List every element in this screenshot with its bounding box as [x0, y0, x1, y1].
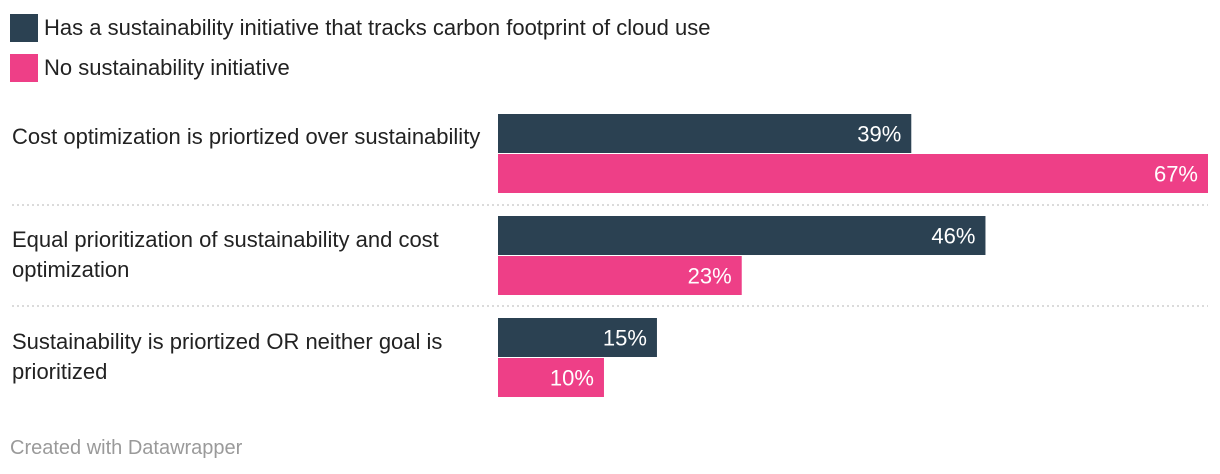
category-label-equal: Equal prioritization of sustainability a… — [12, 227, 439, 282]
category-label-cost: Cost optimization is priortized over sus… — [12, 124, 481, 149]
bar-label-cost-series1: 39% — [857, 122, 901, 147]
legend: Has a sustainability initiative that tra… — [10, 8, 710, 88]
bar-label-sustainability-series2: 10% — [550, 366, 594, 391]
legend-item-no-initiative: No sustainability initiative — [10, 48, 710, 88]
footer-credit: Created with Datawrapper — [10, 437, 243, 459]
bar-label-cost-series2: 67% — [1154, 162, 1198, 187]
bar-sustainability-series1 — [498, 318, 657, 357]
legend-label-initiative: Has a sustainability initiative that tra… — [44, 15, 711, 40]
legend-label-no-initiative: No sustainability initiative — [44, 55, 290, 80]
bar-label-equal-series1: 46% — [931, 224, 975, 249]
category-label-sustainability: Sustainability is priortized OR neither … — [12, 329, 443, 384]
legend-swatch-initiative — [10, 14, 38, 42]
bar-cost-series1 — [498, 114, 912, 153]
bar-label-equal-series2: 23% — [688, 264, 732, 289]
legend-item-initiative: Has a sustainability initiative that tra… — [10, 8, 710, 48]
bar-sustainability-series2 — [498, 358, 604, 397]
bar-equal-series2 — [498, 256, 742, 295]
bar-label-sustainability-series1: 15% — [603, 326, 647, 351]
bar-cost-series2 — [498, 154, 1208, 193]
legend-swatch-no-initiative — [10, 54, 38, 82]
bar-equal-series1 — [498, 216, 986, 255]
